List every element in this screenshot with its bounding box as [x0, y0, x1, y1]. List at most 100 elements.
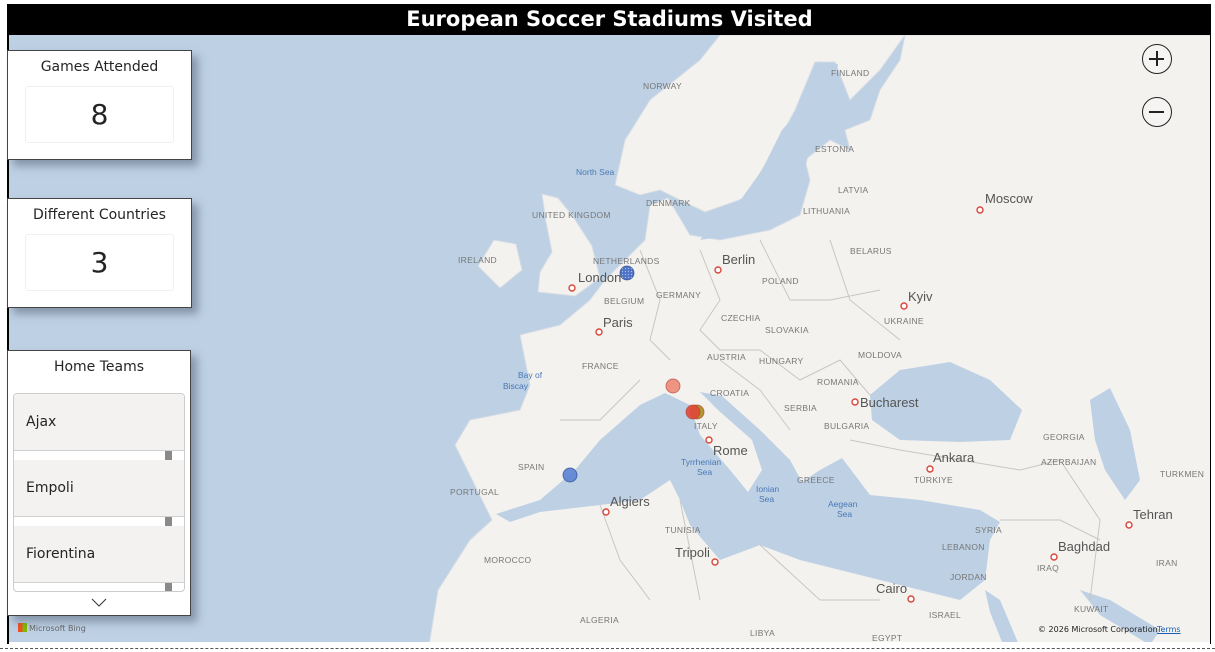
stadium-bubble[interactable]: [562, 467, 578, 483]
sea-label: Sea: [697, 467, 712, 477]
borders-layer: [560, 239, 1101, 601]
country-label: EGYPT: [872, 633, 902, 642]
city-marker-icon: [926, 465, 934, 473]
city-marker-icon: [714, 266, 722, 274]
country-border: [1000, 519, 1101, 541]
country-label: GERMANY: [656, 290, 701, 300]
slicer-item-ajax[interactable]: Ajax: [14, 394, 184, 451]
country-label: BELARUS: [850, 246, 892, 256]
stadium-bubble[interactable]: [619, 265, 635, 281]
country-label: HUNGARY: [759, 356, 803, 366]
country-label: SYRIA: [975, 525, 1002, 535]
map-visual[interactable]: London Paris Berlin Rome Bucharest Kyiv Moscow…: [9, 35, 1210, 642]
black-sea: [870, 362, 1022, 442]
country-label: TÜRKIYE: [914, 475, 953, 485]
country-label: UKRAINE: [884, 316, 924, 326]
stadium-bubble[interactable]: [665, 378, 681, 394]
baltic-sea: [700, 62, 838, 240]
country-label: ESTONIA: [815, 144, 854, 154]
terms-link[interactable]: Terms: [1157, 625, 1181, 634]
city-label: Berlin: [722, 252, 755, 267]
country-label: BULGARIA: [824, 421, 869, 431]
persian-gulf: [1080, 590, 1160, 642]
card-value: 8: [25, 86, 174, 143]
scrollbar-handle[interactable]: [14, 583, 184, 591]
city-label: Algiers: [610, 494, 650, 509]
city-marker-icon: [851, 398, 859, 406]
bing-logo-icon: [18, 623, 27, 632]
country-label: BELGIUM: [604, 296, 644, 306]
country-label: GREECE: [797, 475, 835, 485]
country-label: IRAQ: [1037, 563, 1059, 573]
chevron-down-icon[interactable]: [8, 592, 190, 611]
city-marker-icon: [602, 508, 610, 516]
stadium-bubble[interactable]: [685, 404, 701, 420]
country-label: LEBANON: [942, 542, 985, 552]
city-label: Moscow: [985, 191, 1033, 206]
country-label: IRELAND: [458, 255, 497, 265]
country-label: CZECHIA: [721, 313, 760, 323]
country-label: DENMARK: [646, 198, 691, 208]
map-canvas[interactable]: London Paris Berlin Rome Bucharest Kyiv Moscow…: [9, 35, 1210, 642]
city-marker-icon: [900, 302, 908, 310]
country-label: NORWAY: [643, 81, 682, 91]
city-marker-icon: [907, 595, 915, 603]
card-title: Games Attended: [40, 59, 159, 75]
country-label: ALGERIA: [580, 615, 619, 625]
city-label: Baghdad: [1058, 539, 1110, 554]
city-label: Ankara: [933, 450, 975, 465]
country-label: LITHUANIA: [803, 206, 850, 216]
city-label: Paris: [603, 315, 633, 330]
zoom-out-button[interactable]: [1142, 97, 1172, 127]
water-layer: [496, 62, 1160, 642]
sea-label: North Sea: [576, 167, 615, 177]
slicer-list[interactable]: Ajax Empoli Fiorentina: [13, 393, 185, 592]
city-label: Bucharest: [860, 395, 919, 410]
country-label: AUSTRIA: [707, 352, 746, 362]
city-marker-icon: [1050, 553, 1058, 561]
city-label: Kyiv: [908, 289, 933, 304]
sea-label: Ionian: [756, 484, 779, 494]
country-border: [599, 504, 651, 601]
red-sea: [985, 590, 1018, 642]
great-britain: [537, 193, 601, 297]
ireland: [477, 239, 523, 289]
city-marker-icon: [976, 206, 984, 214]
city-label: Tripoli: [675, 545, 710, 560]
page-title: European Soccer Stadiums Visited: [8, 4, 1211, 35]
mediterranean-sea: [496, 392, 1000, 600]
country-border: [829, 239, 901, 341]
country-label: JORDAN: [950, 572, 987, 582]
slicer-title: Home Teams: [53, 359, 145, 375]
country-label: POLAND: [762, 276, 799, 286]
city-marker-icon: [1125, 521, 1133, 529]
country-border: [699, 249, 760, 351]
sea-label: Biscay: [503, 381, 529, 391]
home-teams-slicer: Home Teams Ajax Empoli Fiorentina: [7, 350, 191, 616]
city-label: Rome: [713, 443, 748, 458]
country-label: LATVIA: [838, 185, 868, 195]
country-label: AZERBAIJAN: [1041, 457, 1096, 467]
sea-label: Tyrrhenian: [681, 457, 721, 467]
scrollbar-handle[interactable]: [14, 451, 184, 460]
slicer-item-fiorentina[interactable]: Fiorentina: [14, 526, 184, 583]
slicer-item-empoli[interactable]: Empoli: [14, 460, 184, 517]
city-label: London: [578, 270, 621, 285]
sea-label: Sea: [759, 494, 774, 504]
sea-label: Bay of: [518, 370, 543, 380]
country-border: [679, 499, 701, 601]
labels-layer: London Paris Berlin Rome Bucharest Kyiv Moscow…: [450, 68, 1204, 642]
city-marker-icon: [705, 436, 713, 444]
country-label: IRAN: [1156, 558, 1178, 568]
zoom-in-button[interactable]: [1142, 44, 1172, 74]
country-label: SLOVAKIA: [765, 325, 809, 335]
scrollbar-handle[interactable]: [14, 517, 184, 526]
country-border: [759, 239, 881, 301]
city-label: Cairo: [876, 581, 907, 596]
country-label: FRANCE: [582, 361, 619, 371]
city-marker-icon: [568, 284, 576, 292]
country-label: GEORGIA: [1043, 432, 1085, 442]
country-label: MOROCCO: [484, 555, 532, 565]
bubbles-layer[interactable]: [562, 265, 705, 483]
scandinavia: [614, 35, 906, 213]
